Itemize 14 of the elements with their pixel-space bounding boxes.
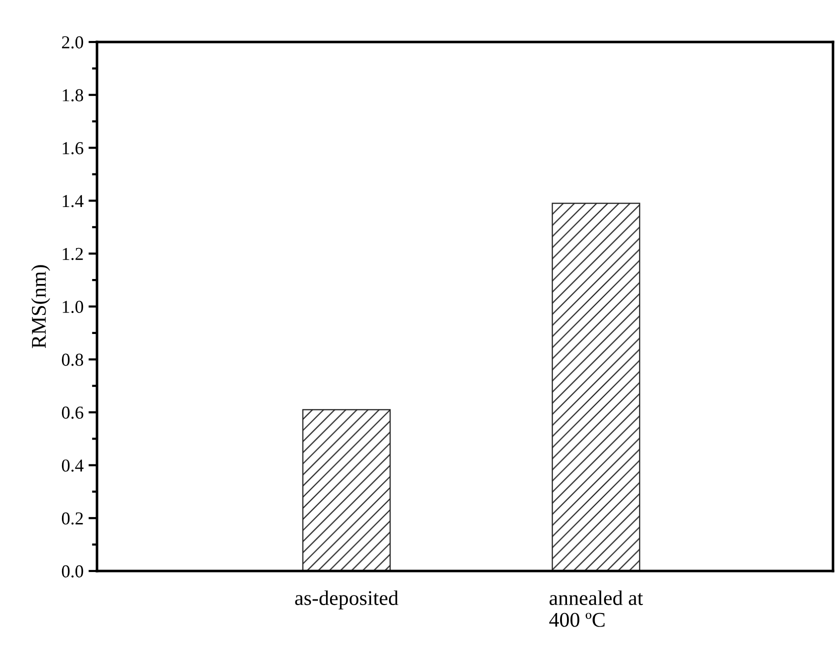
y-tick-label: 0.0 [62,565,84,578]
y-tick-label: 1.8 [62,89,84,102]
x-tick-label: annealed at 400 ºC [549,590,643,627]
x-tick-label: as-deposited [295,590,398,610]
y-tick-label: 0.8 [62,354,84,366]
y-tick-label: 1.6 [62,142,84,154]
y-tick-label: 2.0 [62,36,84,49]
y-tick-label: 1.0 [62,300,84,314]
y-axis-title: RMS(nm) [31,265,50,348]
y-tick-label: 1.2 [62,248,83,260]
y-tick-label: 0.2 [62,512,83,525]
y-tick-label: 0.4 [62,459,84,472]
y-tick-label: 0.6 [62,406,84,419]
y-tick-label: 1.4 [62,195,84,208]
